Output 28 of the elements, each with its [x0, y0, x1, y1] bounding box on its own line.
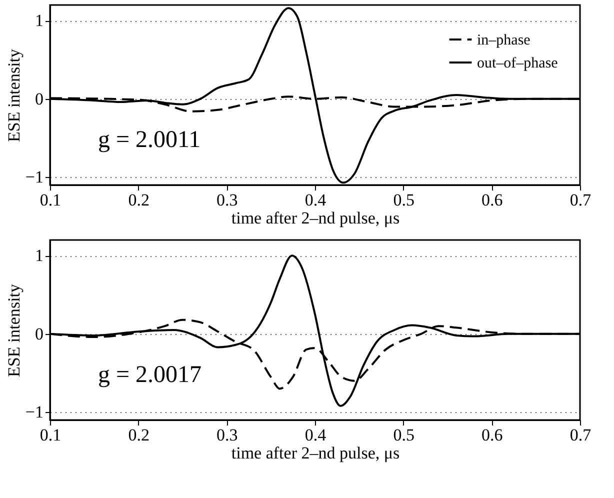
x-tick-label: 0.4: [304, 190, 327, 210]
legend-label: in–phase: [477, 32, 531, 48]
x-tick-label: 0.2: [128, 190, 150, 210]
y-tick-label: −1: [25, 168, 44, 187]
y-tick-label: −1: [25, 402, 44, 422]
y-tick-label: 1: [35, 11, 44, 30]
x-tick-label: 0.3: [216, 190, 238, 210]
x-tick-label: 0.3: [216, 426, 238, 444]
x-tick-label: 0.6: [482, 426, 503, 444]
x-tick-label: 0.5: [393, 190, 414, 210]
y-axis-title: ESE intensity: [4, 283, 24, 378]
x-tick-label: 0.2: [128, 426, 150, 444]
x-axis-title: time after 2–nd pulse, μs: [231, 444, 400, 462]
x-axis-title: time after 2–nd pulse, μs: [231, 208, 400, 228]
x-tick-label: 0.1: [40, 426, 62, 444]
x-tick-label: 0.7: [570, 190, 592, 210]
x-tick-label: 0.1: [40, 190, 62, 210]
y-tick-label: 0: [35, 324, 44, 344]
x-tick-label: 0.7: [570, 426, 592, 444]
annotation: g = 2.0017: [98, 362, 202, 388]
y-axis-title: ESE intensity: [4, 48, 24, 142]
x-tick-label: 0.5: [393, 426, 414, 444]
y-tick-label: 1: [35, 246, 44, 266]
x-tick-label: 0.4: [304, 426, 327, 444]
y-tick-label: 0: [35, 89, 44, 108]
legend-label: out–of–phase: [477, 56, 558, 72]
x-tick-label: 0.6: [482, 190, 503, 210]
annotation: g = 2.0011: [98, 127, 201, 153]
